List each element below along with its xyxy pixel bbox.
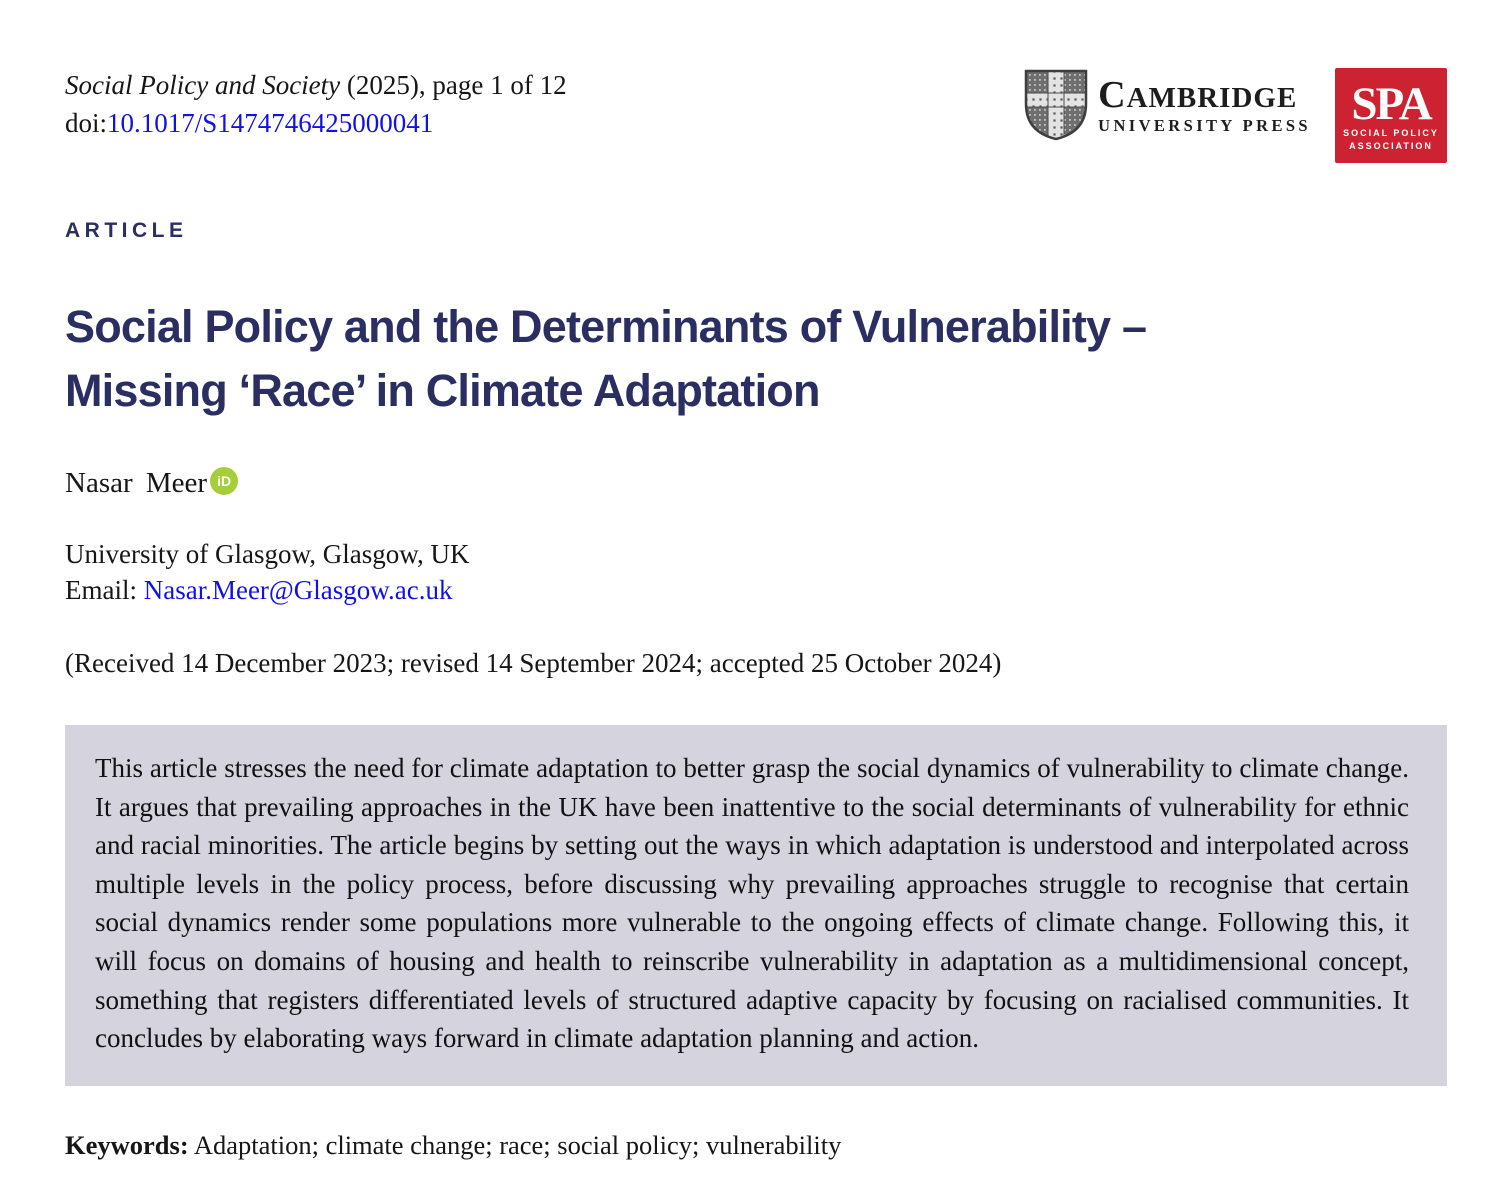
abstract-box: This article stresses the need for clima… — [65, 725, 1447, 1086]
author-line: Nasar Meer iD — [65, 466, 1447, 500]
issue-info: (2025), page 1 of 12 — [346, 70, 567, 100]
cambridge-subname: UNIVERSITY PRESS — [1098, 116, 1311, 135]
affiliation-block: University of Glasgow, Glasgow, UK Email… — [65, 536, 1447, 608]
keywords-line: Keywords: Adaptation; climate change; ra… — [65, 1130, 1447, 1161]
page-title: Social Policy and the Determinants of Vu… — [65, 295, 1447, 423]
history-dates: (Received 14 December 2023; revised 14 S… — [65, 648, 1002, 678]
journal-title: Social Policy and Society — [65, 70, 341, 100]
keywords-text: Adaptation; climate change; race; social… — [193, 1129, 842, 1160]
title-line-2: Missing ‘Race’ in Climate Adaptation — [65, 365, 820, 416]
author-name: Nasar Meer — [65, 467, 208, 499]
journal-line: Social Policy and Society (2025), page 1… — [65, 66, 567, 104]
spa-subtitle-2: ASSOCIATION — [1349, 140, 1433, 151]
cambridge-name: CAMBRIDGE — [1098, 74, 1298, 116]
abstract-text: This article stresses the need for clima… — [95, 753, 1409, 1054]
article-kicker: ARTICLE — [65, 219, 188, 242]
email-link[interactable]: Nasar.Meer@Glasgow.ac.uk — [143, 575, 453, 605]
doi-link[interactable]: 10.1017/S1474746425000041 — [107, 108, 434, 138]
orcid-icon[interactable]: iD — [210, 466, 239, 495]
cambridge-shield-icon — [1023, 68, 1089, 147]
publisher-logos: CAMBRIDGE UNIVERSITY PRESS SPA SOCIAL PO… — [1023, 68, 1447, 163]
email-line: Email: Nasar.Meer@Glasgow.ac.uk — [65, 572, 1447, 608]
affiliation: University of Glasgow, Glasgow, UK — [65, 539, 470, 569]
doi-line: doi:10.1017/S1474746425000041 — [65, 104, 567, 142]
cambridge-logo: CAMBRIDGE UNIVERSITY PRESS — [1023, 68, 1311, 147]
spa-subtitle-1: SOCIAL POLICY — [1343, 127, 1439, 138]
cambridge-wordmark: CAMBRIDGE UNIVERSITY PRESS — [1098, 79, 1311, 136]
spa-acronym: SPA — [1351, 77, 1432, 130]
spa-logo: SPA SOCIAL POLICY ASSOCIATION — [1335, 68, 1447, 163]
journal-meta: Social Policy and Society (2025), page 1… — [65, 66, 567, 142]
doi-label: doi: — [65, 108, 108, 138]
keywords-label: Keywords: — [65, 1129, 189, 1160]
email-label: Email: — [65, 575, 137, 605]
masthead: Social Policy and Society (2025), page 1… — [65, 66, 1447, 163]
title-line-1: Social Policy and the Determinants of Vu… — [65, 301, 1147, 352]
